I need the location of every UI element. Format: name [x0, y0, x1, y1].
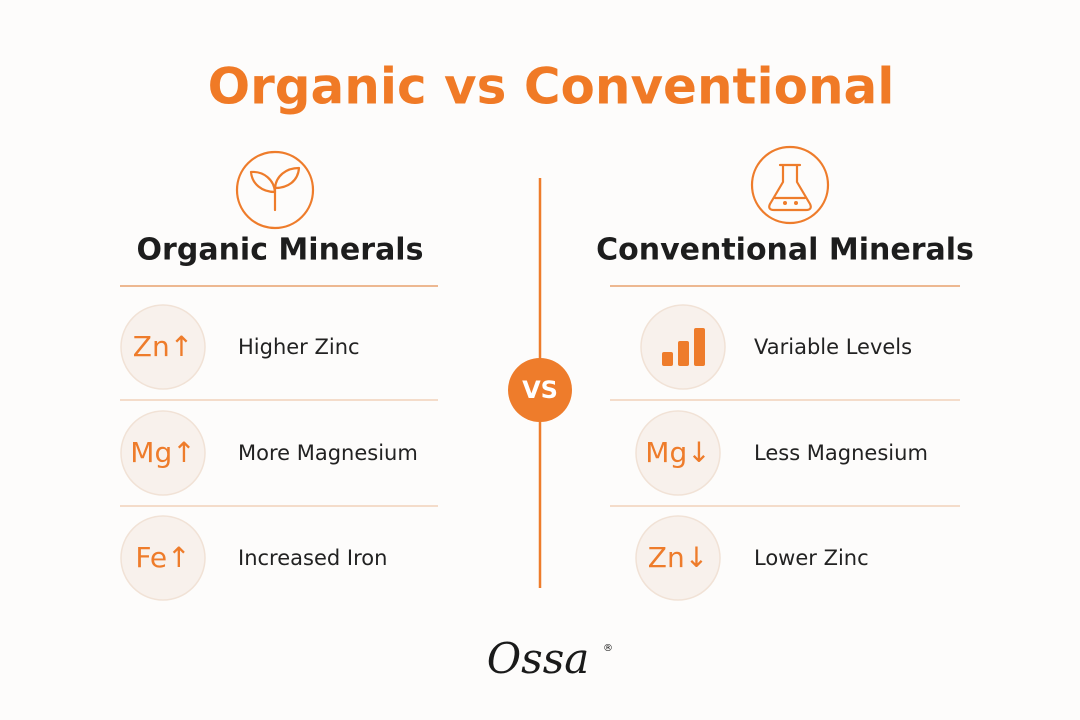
leaf-icon	[249, 166, 301, 212]
flask-icon	[768, 163, 812, 212]
item-text: Lower Zinc	[754, 546, 869, 570]
bars-icon-bar	[678, 341, 689, 366]
item-text: Increased Iron	[238, 546, 387, 570]
bars-icon-bar	[662, 352, 673, 366]
item-text: More Magnesium	[238, 441, 418, 465]
mineral-icon: Mg↓	[645, 436, 710, 469]
leaf-left	[249, 170, 277, 194]
left-heading: Organic Minerals	[137, 233, 424, 268]
item-text: Variable Levels	[754, 335, 912, 359]
mineral-icon: Mg↑	[130, 436, 195, 469]
right-heading: Conventional Minerals	[596, 233, 974, 268]
vs-badge	[508, 358, 572, 422]
mineral-icon: Fe↑	[135, 541, 190, 574]
flask-bubble	[794, 201, 798, 205]
vs-label: VS	[522, 376, 558, 404]
icon-bubble	[120, 304, 206, 390]
mineral-icon: Zn↑	[133, 330, 193, 363]
icon-bubble	[120, 515, 206, 601]
logo: Ossa	[487, 634, 590, 683]
bars-icon-bar	[694, 328, 705, 366]
icon-bubble	[120, 410, 206, 496]
title: Organic vs Conventional	[208, 58, 895, 116]
item-text: Higher Zinc	[238, 335, 360, 359]
flask-icon-ring	[750, 145, 830, 225]
mineral-icon: Zn↓	[648, 541, 708, 574]
item-text: Less Magnesium	[754, 441, 928, 465]
leaf-right	[273, 166, 301, 190]
leaf-icon-ring	[235, 150, 315, 230]
bars-icon	[662, 328, 705, 366]
logo-mark: ®	[603, 643, 613, 654]
icon-bubble	[635, 410, 721, 496]
icon-bubble	[635, 515, 721, 601]
flask-bubble	[783, 201, 787, 205]
